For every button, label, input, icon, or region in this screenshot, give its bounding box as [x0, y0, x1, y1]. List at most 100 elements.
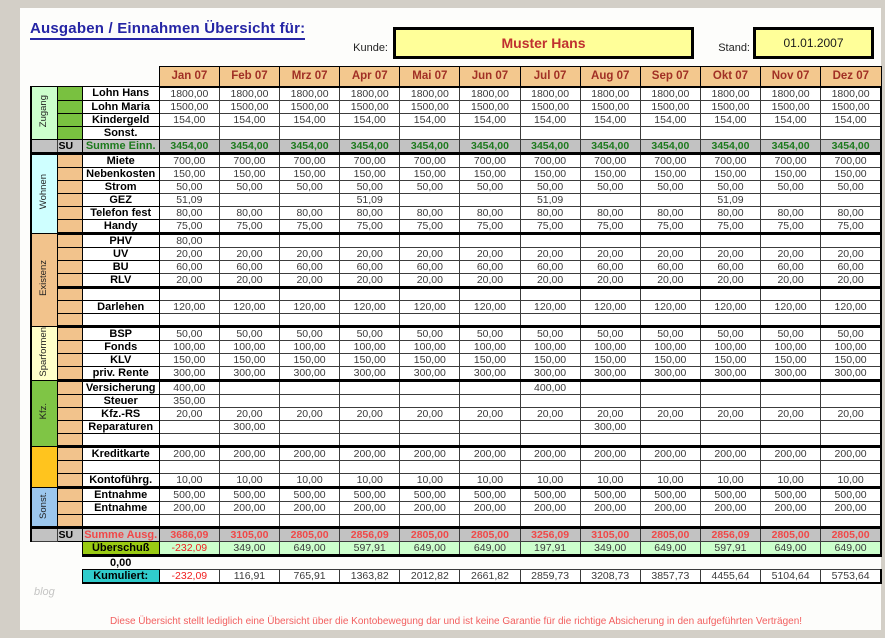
value-cell[interactable]: 80,00 — [158, 232, 220, 248]
value-cell[interactable] — [158, 312, 220, 328]
value-cell[interactable]: 20,00 — [699, 406, 762, 421]
value-cell[interactable]: 150,00 — [639, 166, 701, 181]
value-cell[interactable]: 75,00 — [339, 218, 401, 235]
group-stripe-cell[interactable] — [56, 379, 83, 395]
group-stripe-cell[interactable] — [56, 299, 83, 314]
row-label[interactable]: Nebenkosten — [81, 166, 160, 181]
value-cell[interactable]: 700,00 — [579, 152, 641, 168]
month-header[interactable]: Feb 07 — [218, 66, 281, 88]
su-group-cell[interactable] — [29, 525, 58, 542]
value-cell[interactable] — [218, 312, 281, 328]
value-cell[interactable] — [339, 125, 401, 140]
value-cell[interactable] — [579, 232, 641, 248]
value-cell[interactable]: 300,00 — [760, 365, 822, 382]
value-cell[interactable]: 154,00 — [279, 112, 341, 127]
value-cell[interactable] — [218, 513, 281, 528]
value-cell[interactable] — [279, 286, 341, 301]
value-cell[interactable] — [760, 459, 822, 474]
value-cell[interactable] — [639, 125, 701, 140]
value-cell[interactable] — [459, 393, 521, 408]
value-cell[interactable]: 1500,00 — [760, 99, 822, 114]
group-stripe-cell[interactable] — [56, 445, 83, 461]
value-cell[interactable]: 200,00 — [339, 500, 401, 515]
value-cell[interactable]: 20,00 — [339, 246, 401, 261]
value-cell[interactable]: 75,00 — [158, 218, 220, 235]
month-header[interactable]: Mrz 07 — [279, 66, 341, 88]
value-cell[interactable]: 649,00 — [459, 540, 521, 557]
value-cell[interactable]: 154,00 — [459, 112, 521, 127]
value-cell[interactable]: 1500,00 — [820, 99, 883, 114]
value-cell[interactable]: 75,00 — [399, 218, 461, 235]
value-cell[interactable]: 400,00 — [158, 379, 220, 395]
value-cell[interactable]: 20,00 — [279, 406, 341, 421]
value-cell[interactable]: 150,00 — [218, 166, 281, 181]
value-cell[interactable]: 3208,73 — [579, 568, 641, 584]
value-cell[interactable]: 154,00 — [820, 112, 883, 127]
value-cell[interactable]: 1800,00 — [218, 86, 281, 101]
value-cell[interactable]: 20,00 — [579, 246, 641, 261]
month-header[interactable]: Sep 07 — [639, 66, 701, 88]
value-cell[interactable] — [459, 192, 521, 207]
group-stripe-cell[interactable] — [56, 365, 83, 382]
row-label[interactable]: BSP — [81, 325, 160, 341]
value-cell[interactable]: 3857,73 — [639, 568, 701, 584]
month-header[interactable]: Mai 07 — [399, 66, 461, 88]
value-cell[interactable]: 197,91 — [519, 540, 581, 557]
value-cell[interactable]: 700,00 — [820, 152, 883, 168]
value-cell[interactable]: 50,00 — [699, 325, 762, 341]
value-cell[interactable]: 50,00 — [158, 325, 220, 341]
value-cell[interactable]: 51,09 — [699, 192, 762, 207]
row-label[interactable]: Strom — [81, 179, 160, 194]
value-cell[interactable]: 20,00 — [339, 406, 401, 421]
value-cell[interactable] — [399, 513, 461, 528]
row-label[interactable]: Versicherung — [81, 379, 160, 395]
value-cell[interactable]: 80,00 — [639, 205, 701, 220]
value-cell[interactable]: 2805,00 — [820, 525, 883, 542]
value-cell[interactable]: 1800,00 — [279, 86, 341, 101]
value-cell[interactable] — [399, 419, 461, 434]
value-cell[interactable] — [579, 312, 641, 328]
value-cell[interactable]: 1800,00 — [399, 86, 461, 101]
value-cell[interactable]: 20,00 — [699, 272, 762, 289]
value-cell[interactable]: 1800,00 — [158, 86, 220, 101]
value-cell[interactable] — [279, 419, 341, 434]
value-cell[interactable]: 1800,00 — [459, 86, 521, 101]
value-cell[interactable] — [279, 192, 341, 207]
value-cell[interactable]: 300,00 — [399, 365, 461, 382]
row-label[interactable]: Miete — [81, 152, 160, 168]
value-cell[interactable] — [459, 379, 521, 395]
value-cell[interactable] — [699, 379, 762, 395]
value-cell[interactable]: 4455,64 — [699, 568, 762, 584]
value-cell[interactable] — [639, 286, 701, 301]
value-cell[interactable]: 200,00 — [279, 500, 341, 515]
value-cell[interactable] — [760, 192, 822, 207]
value-cell[interactable]: 500,00 — [399, 486, 461, 502]
value-cell[interactable]: 80,00 — [579, 205, 641, 220]
row-label[interactable]: Kfz.-RS — [81, 406, 160, 421]
value-cell[interactable] — [218, 432, 281, 448]
value-cell[interactable]: 75,00 — [820, 218, 883, 235]
value-cell[interactable] — [699, 419, 762, 434]
value-cell[interactable]: 150,00 — [579, 166, 641, 181]
value-cell[interactable]: 200,00 — [760, 500, 822, 515]
value-cell[interactable]: 2012,82 — [399, 568, 461, 584]
value-cell[interactable]: 200,00 — [459, 445, 521, 461]
value-cell[interactable] — [399, 432, 461, 448]
value-cell[interactable]: 649,00 — [279, 540, 341, 557]
row-label[interactable] — [81, 513, 160, 528]
value-cell[interactable] — [459, 312, 521, 328]
value-cell[interactable]: 200,00 — [699, 445, 762, 461]
value-cell[interactable]: 700,00 — [519, 152, 581, 168]
value-cell[interactable]: 50,00 — [699, 179, 762, 194]
value-cell[interactable]: 75,00 — [699, 218, 762, 235]
value-cell[interactable]: 60,00 — [699, 259, 762, 274]
value-cell[interactable]: 2805,00 — [760, 525, 822, 542]
value-cell[interactable]: 154,00 — [699, 112, 762, 127]
value-cell[interactable]: 20,00 — [820, 246, 883, 261]
value-cell[interactable] — [760, 419, 822, 434]
value-cell[interactable]: 120,00 — [279, 299, 341, 314]
value-cell[interactable]: 20,00 — [760, 272, 822, 289]
zero-value[interactable]: 0,00 — [109, 556, 132, 569]
group-stripe-cell[interactable] — [56, 432, 83, 448]
value-cell[interactable]: 1800,00 — [760, 86, 822, 101]
